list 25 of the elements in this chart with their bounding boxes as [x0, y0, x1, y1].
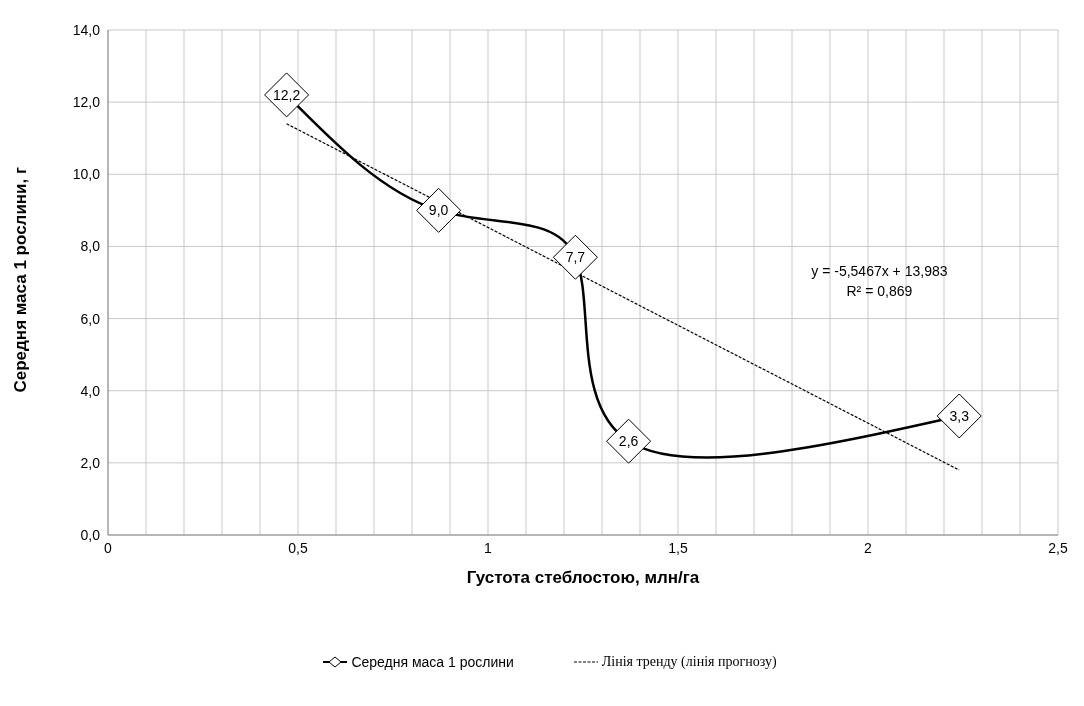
- annotation: y = -5,5467x + 13,983: [810, 261, 949, 281]
- x-tick-label: 1,5: [668, 539, 688, 556]
- y-tick-label: 8,0: [80, 238, 101, 255]
- legend-label: Середня маса 1 рослини: [351, 654, 514, 670]
- x-tick-label: 0,5: [288, 539, 308, 556]
- data-label: 9,0: [428, 202, 449, 219]
- y-axis-title: Середня маса 1 рослини, г: [11, 166, 31, 393]
- x-tick-label: 0: [104, 539, 113, 556]
- y-tick-label: 14,0: [72, 21, 101, 38]
- x-axis-title: Густота стеблостою, млн/га: [466, 568, 700, 588]
- annotation: R² = 0,869: [845, 281, 914, 301]
- data-label: 7,7: [565, 249, 586, 266]
- data-label: 12,2: [272, 86, 301, 103]
- x-tick-label: 2: [864, 539, 873, 556]
- y-tick-label: 10,0: [72, 166, 101, 183]
- y-tick-label: 6,0: [80, 310, 101, 327]
- y-tick-label: 4,0: [80, 382, 101, 399]
- y-tick-label: 12,0: [72, 94, 101, 111]
- y-tick-label: 0,0: [80, 526, 101, 543]
- y-tick-label: 2,0: [80, 454, 101, 471]
- x-tick-label: 1: [484, 539, 493, 556]
- x-tick-label: 2,5: [1048, 539, 1068, 556]
- legend-label: Лінія тренду (лінія прогнозу): [601, 654, 777, 670]
- data-label: 3,3: [949, 407, 970, 424]
- data-label: 2,6: [618, 433, 639, 450]
